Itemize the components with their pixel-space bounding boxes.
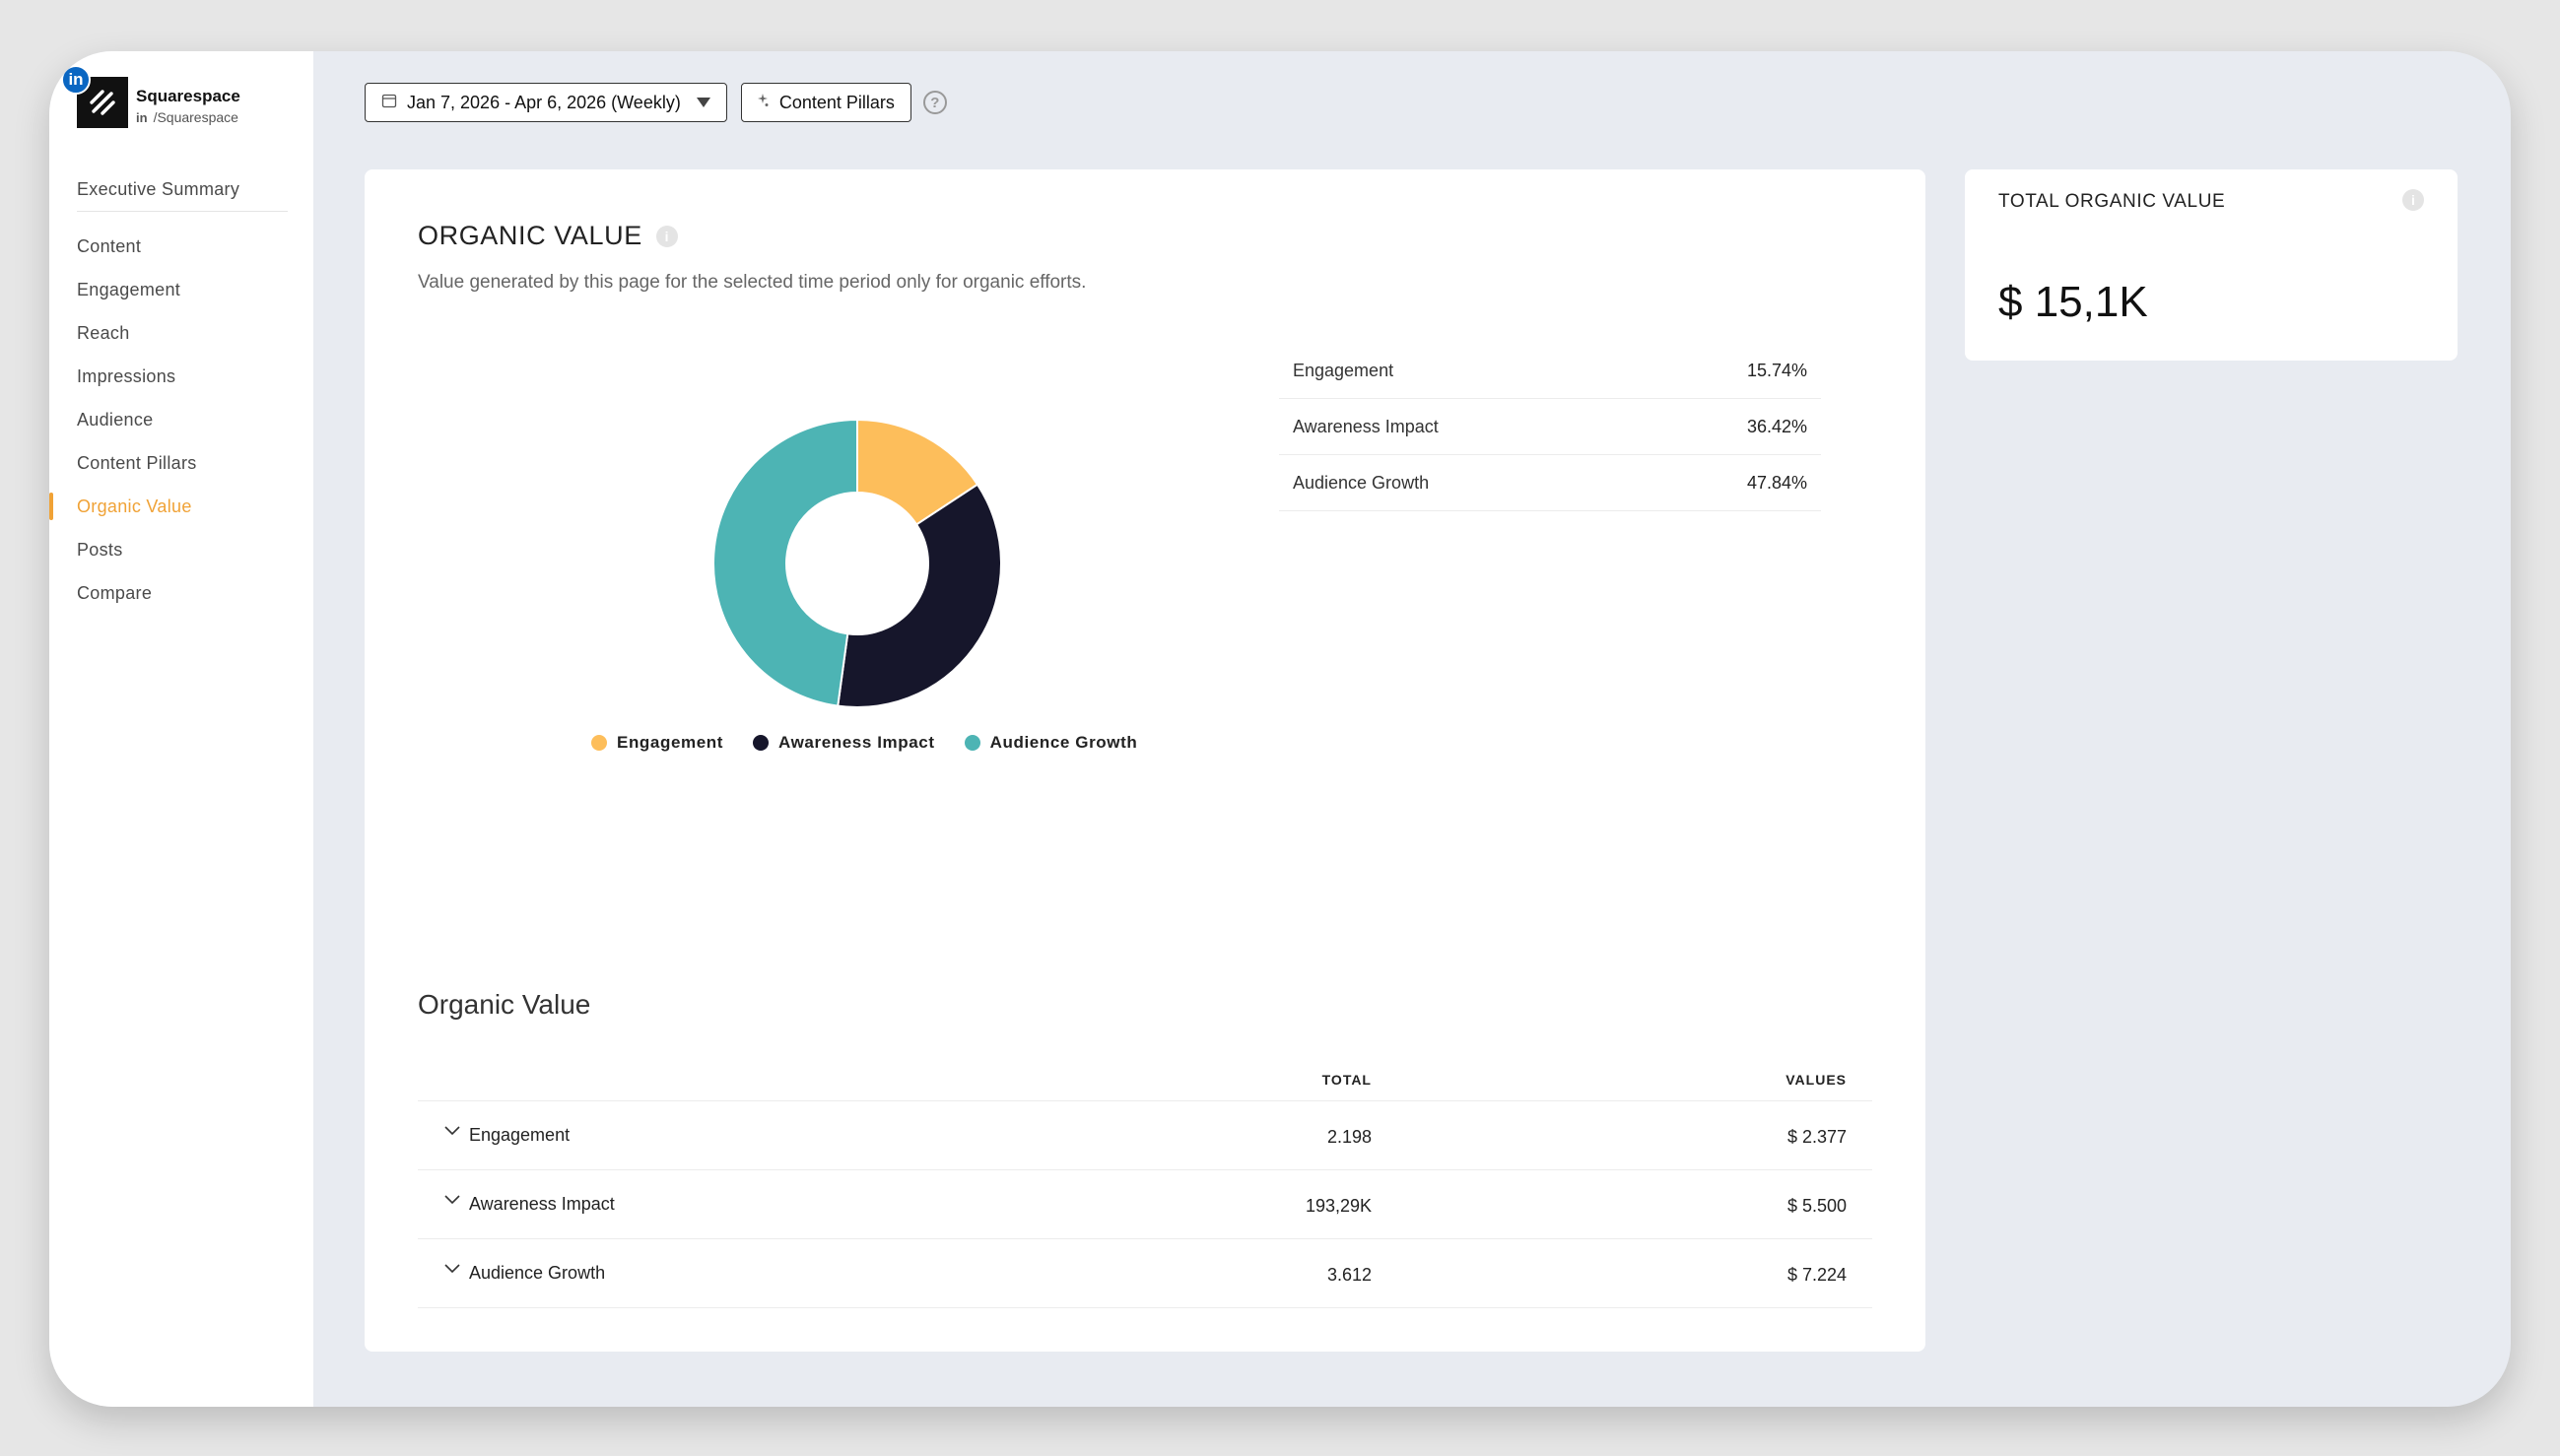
sidebar-item-audience[interactable]: Audience <box>77 410 154 430</box>
chevron-down-icon[interactable] <box>443 1259 461 1277</box>
breakdown-percent: 47.84% <box>1746 472 1807 493</box>
donut-slice-awareness-impact[interactable] <box>837 483 1002 708</box>
total-card-title: TOTAL ORGANIC VALUE <box>1998 191 2226 212</box>
content-pillars-label: Content Pillars <box>778 92 895 112</box>
sidebar-item-organic-value[interactable]: Organic Value <box>49 485 313 528</box>
donut-slice-audience-growth[interactable] <box>712 418 858 707</box>
row-name: Engagement <box>469 1125 571 1145</box>
row-total: 2.198 <box>1326 1127 1372 1147</box>
sidebar-item-compare[interactable]: Compare <box>77 583 153 603</box>
legend-item-audience-growth[interactable]: Audience Growth <box>964 733 1138 753</box>
handle-text: /Squarespace <box>153 109 238 125</box>
brand-handle: in/Squarespace <box>136 109 238 125</box>
column-header-values: VALUES <box>1785 1072 1847 1088</box>
content-pillars-button[interactable]: Content Pillars <box>740 83 911 122</box>
chevron-down-icon[interactable] <box>443 1121 461 1139</box>
row-total: 3.612 <box>1326 1265 1372 1285</box>
calendar-icon <box>381 93 397 112</box>
app-window: in Squarespace in/Squarespace Executive … <box>49 51 2511 1407</box>
breakdown-percent: 36.42% <box>1746 416 1807 436</box>
sparkle-icon <box>757 94 770 111</box>
caret-down-icon <box>696 95 710 111</box>
legend-swatch <box>964 735 980 751</box>
legend-label: Engagement <box>617 733 724 752</box>
legend-item-awareness-impact[interactable]: Awareness Impact <box>753 733 935 753</box>
total-organic-value: $ 15,1K <box>1998 278 2148 326</box>
row-value: $ 7.224 <box>1786 1265 1847 1285</box>
breakdown-row-engagement: Engagement 15.74% <box>1279 343 1821 399</box>
table-row-engagement[interactable]: Engagement 2.198 $ 2.377 <box>418 1101 1872 1170</box>
sidebar-item-posts[interactable]: Posts <box>77 540 123 560</box>
brand-header[interactable]: in Squarespace in/Squarespace <box>61 65 303 136</box>
sidebar-nav: Executive Summary Content Engagement Rea… <box>49 167 313 615</box>
sidebar-item-content[interactable]: Content <box>77 236 142 256</box>
linkedin-icon: in <box>61 65 91 95</box>
row-value: $ 2.377 <box>1786 1127 1847 1147</box>
legend-label: Awareness Impact <box>778 733 935 752</box>
linkedin-handle-icon: in <box>136 110 148 125</box>
sidebar-item-impressions[interactable]: Impressions <box>77 366 176 386</box>
breakdown-label: Engagement <box>1293 360 1394 380</box>
squarespace-logo <box>77 77 128 128</box>
chevron-down-icon[interactable] <box>443 1190 461 1208</box>
legend-item-engagement[interactable]: Engagement <box>591 733 723 753</box>
breakdown-label: Awareness Impact <box>1293 416 1439 436</box>
card-title-text: ORGANIC VALUE <box>418 221 642 250</box>
table-header: TOTAL VALUES <box>418 1050 1872 1101</box>
sidebar-item-reach[interactable]: Reach <box>77 323 130 343</box>
breakdown-list: Engagement 15.74% Awareness Impact 36.42… <box>1279 343 1821 511</box>
chart-legend: Engagement Awareness Impact Audience Growt… <box>591 733 1137 753</box>
nav-divider <box>77 211 288 212</box>
squarespace-logo-mark <box>90 90 115 115</box>
breakdown-label: Audience Growth <box>1293 472 1430 493</box>
row-value: $ 5.500 <box>1786 1196 1847 1216</box>
card-title: ORGANIC VALUE i <box>418 221 678 251</box>
organic-value-table-title: Organic Value <box>418 989 591 1020</box>
info-icon[interactable]: i <box>655 225 678 247</box>
info-icon[interactable]: i <box>2402 189 2424 211</box>
total-organic-value-card: TOTAL ORGANIC VALUE i $ 15,1K <box>1965 169 2458 361</box>
date-range-picker[interactable]: Jan 7, 2026 - Apr 6, 2026 (Weekly) <box>365 83 727 122</box>
table-row-audience-growth[interactable]: Audience Growth 3.612 $ 7.224 <box>418 1239 1872 1308</box>
breakdown-row-audience-growth: Audience Growth 47.84% <box>1279 455 1821 511</box>
sidebar-item-content-pillars[interactable]: Content Pillars <box>77 453 197 473</box>
organic-value-table: TOTAL VALUES Engagement 2.198 $ 2.377 Aw… <box>418 1050 1872 1308</box>
sidebar: in Squarespace in/Squarespace Executive … <box>49 51 313 1407</box>
help-icon[interactable]: ? <box>922 91 947 114</box>
legend-swatch <box>753 735 770 751</box>
toolbar: Jan 7, 2026 - Apr 6, 2026 (Weekly) Conte… <box>365 83 947 122</box>
row-name: Awareness Impact <box>469 1194 615 1214</box>
organic-value-card: ORGANIC VALUE i Value generated by this … <box>365 169 1925 1352</box>
column-header-total: TOTAL <box>1321 1072 1372 1088</box>
legend-swatch <box>591 735 607 751</box>
legend-label: Audience Growth <box>989 733 1138 752</box>
breakdown-row-awareness-impact: Awareness Impact 36.42% <box>1279 399 1821 455</box>
row-total: 193,29K <box>1305 1196 1372 1216</box>
breakdown-percent: 15.74% <box>1746 360 1807 380</box>
row-name: Audience Growth <box>469 1263 606 1283</box>
card-subtitle: Value generated by this page for the sel… <box>418 272 1087 293</box>
sidebar-item-engagement[interactable]: Engagement <box>77 280 181 299</box>
date-range-label: Jan 7, 2026 - Apr 6, 2026 (Weekly) <box>407 92 681 112</box>
organic-value-donut-chart <box>712 418 1002 708</box>
brand-name: Squarespace <box>136 87 240 105</box>
sidebar-item-executive-summary[interactable]: Executive Summary <box>77 179 240 199</box>
table-row-awareness-impact[interactable]: Awareness Impact 193,29K $ 5.500 <box>418 1170 1872 1239</box>
